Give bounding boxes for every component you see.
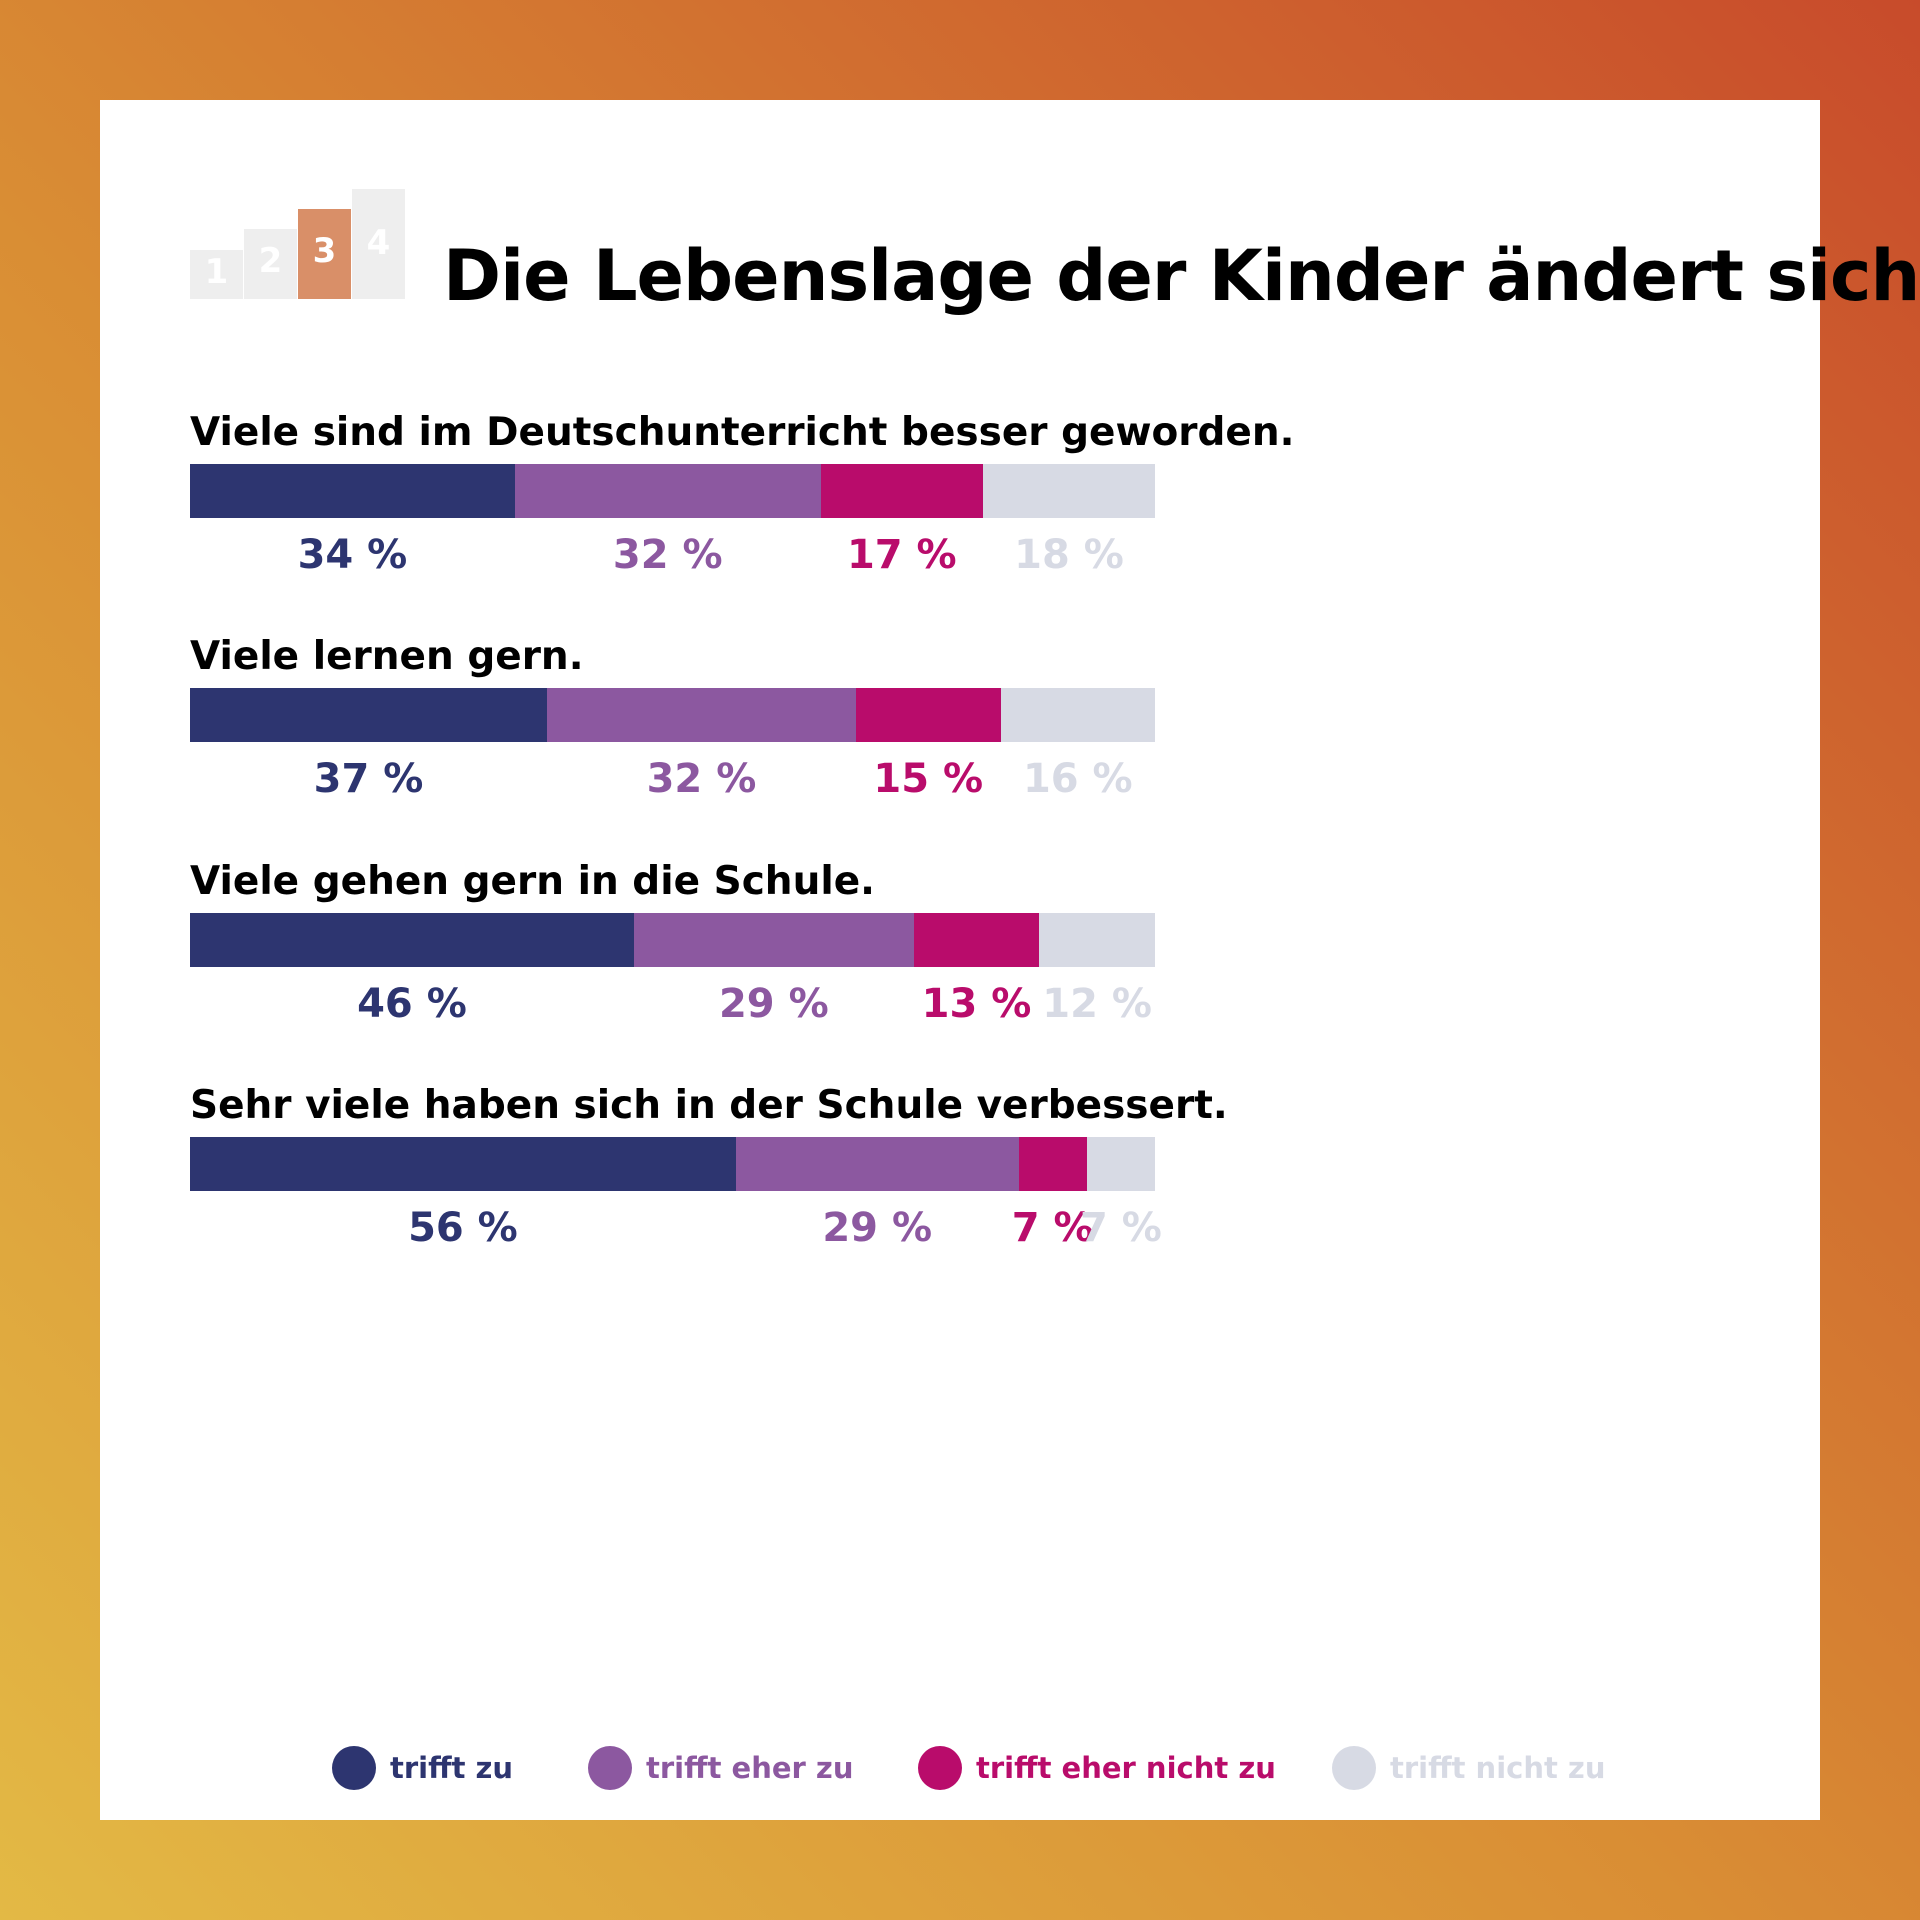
question-label-3: Viele gehen gern in die Schule. bbox=[190, 859, 875, 904]
bar-segment-trifft-eher-zu-1 bbox=[514, 464, 821, 518]
legend-label-trifft-eher-zu: trifft eher zu bbox=[646, 1751, 854, 1785]
stacked-bar-4 bbox=[190, 1137, 1155, 1191]
legend-swatch-trifft-eher-zu bbox=[588, 1746, 632, 1790]
stacked-bar-3 bbox=[190, 913, 1155, 967]
bar-segment-trifft-eher-nicht-zu-3 bbox=[913, 913, 1040, 967]
stacked-bar-2 bbox=[190, 688, 1155, 742]
question-label-2: Viele lernen gern. bbox=[190, 634, 584, 679]
bar-segment-trifft-eher-nicht-zu-2 bbox=[855, 688, 1001, 742]
bar-segment-trifft-zu-3 bbox=[190, 913, 634, 967]
bar-segment-trifft-eher-zu-4 bbox=[735, 1137, 1019, 1191]
podium-step-1: 1 bbox=[190, 250, 243, 299]
bar-segment-trifft-nicht-zu-3 bbox=[1039, 913, 1155, 967]
data-label-trifft-eher-zu-1: 32 % bbox=[612, 532, 723, 578]
podium-icon: 1 2 3 4 bbox=[190, 189, 405, 299]
legend-swatch-trifft-eher-nicht-zu bbox=[918, 1746, 962, 1790]
data-label-trifft-eher-nicht-zu-4: 7 % bbox=[1011, 1205, 1094, 1251]
data-label-trifft-eher-nicht-zu-2: 15 % bbox=[873, 756, 984, 802]
question-label-4: Sehr viele haben sich in der Schule verb… bbox=[190, 1083, 1228, 1128]
data-label-trifft-eher-zu-3: 29 % bbox=[718, 981, 829, 1027]
data-label-trifft-nicht-zu-2: 16 % bbox=[1022, 756, 1133, 802]
bar-segment-trifft-zu-2 bbox=[190, 688, 548, 742]
bar-segment-trifft-eher-nicht-zu-1 bbox=[820, 464, 983, 518]
data-label-trifft-nicht-zu-1: 18 % bbox=[1014, 532, 1124, 578]
data-label-trifft-eher-zu-2: 32 % bbox=[646, 756, 757, 802]
bar-segment-trifft-nicht-zu-2 bbox=[1000, 688, 1155, 742]
data-label-trifft-eher-zu-4: 29 % bbox=[822, 1205, 933, 1251]
data-label-trifft-zu-3: 46 % bbox=[357, 981, 467, 1027]
bar-segment-trifft-eher-zu-2 bbox=[547, 688, 856, 742]
legend-swatch-trifft-nicht-zu bbox=[1332, 1746, 1376, 1790]
data-label-trifft-eher-nicht-zu-3: 13 % bbox=[921, 981, 1032, 1027]
chart-title: Die Lebenslage der Kinder ändert sich bbox=[443, 235, 1920, 317]
bar-segment-trifft-zu-4 bbox=[190, 1137, 736, 1191]
question-label-1: Viele sind im Deutschunterricht besser g… bbox=[190, 410, 1295, 455]
data-label-trifft-eher-nicht-zu-1: 17 % bbox=[846, 532, 957, 578]
data-label-trifft-zu-4: 56 % bbox=[408, 1205, 518, 1251]
stacked-bar-1 bbox=[190, 464, 1155, 518]
bar-segment-trifft-nicht-zu-1 bbox=[983, 464, 1155, 518]
bar-segment-trifft-eher-nicht-zu-4 bbox=[1018, 1137, 1087, 1191]
data-label-trifft-zu-1: 34 % bbox=[297, 532, 408, 578]
data-label-trifft-nicht-zu-4: 7 % bbox=[1079, 1205, 1162, 1251]
legend-label-trifft-zu: trifft zu bbox=[390, 1751, 514, 1785]
legend-swatch-trifft-zu bbox=[332, 1746, 376, 1790]
podium-step-3-highlighted: 3 bbox=[298, 209, 351, 299]
legend-label-trifft-nicht-zu: trifft nicht zu bbox=[1390, 1751, 1606, 1785]
bar-segment-trifft-nicht-zu-4 bbox=[1086, 1137, 1155, 1191]
bar-segment-trifft-eher-zu-3 bbox=[633, 913, 914, 967]
podium-step-2: 2 bbox=[244, 229, 297, 299]
podium-step-4: 4 bbox=[352, 189, 405, 299]
bar-segment-trifft-zu-1 bbox=[190, 464, 515, 518]
data-label-trifft-zu-2: 37 % bbox=[313, 756, 424, 802]
legend-label-trifft-eher-nicht-zu: trifft eher nicht zu bbox=[976, 1751, 1276, 1785]
data-label-trifft-nicht-zu-3: 12 % bbox=[1042, 981, 1152, 1027]
